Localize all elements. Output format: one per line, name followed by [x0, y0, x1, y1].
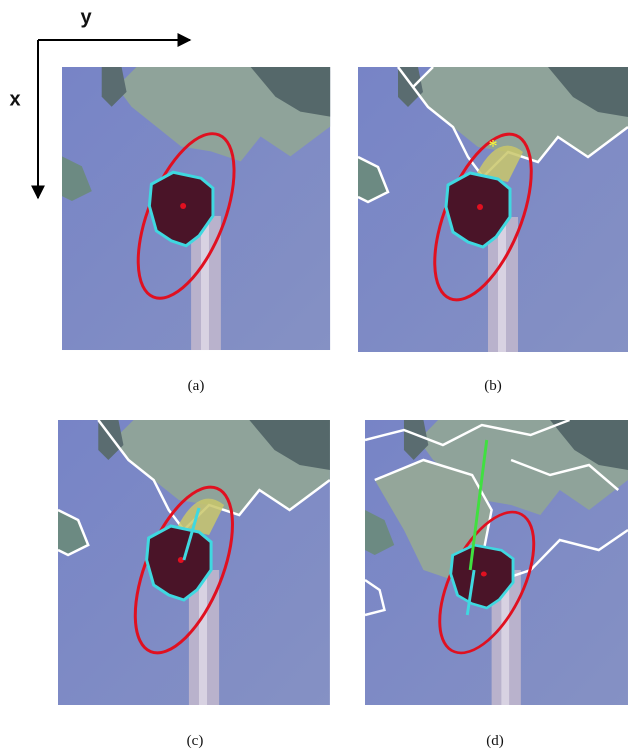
panel-image	[57, 419, 331, 705]
panel-image	[364, 418, 629, 705]
svg-text:*: *	[489, 136, 498, 156]
panel-image	[62, 67, 331, 351]
y-axis-label: y	[80, 6, 92, 28]
panel-caption: (a)	[188, 378, 205, 394]
panel-image: *	[357, 66, 629, 352]
x-axis-label: x	[9, 88, 20, 110]
panel-caption: (b)	[484, 378, 502, 394]
panel-caption: (c)	[187, 733, 204, 749]
panel-caption: (d)	[486, 733, 504, 749]
